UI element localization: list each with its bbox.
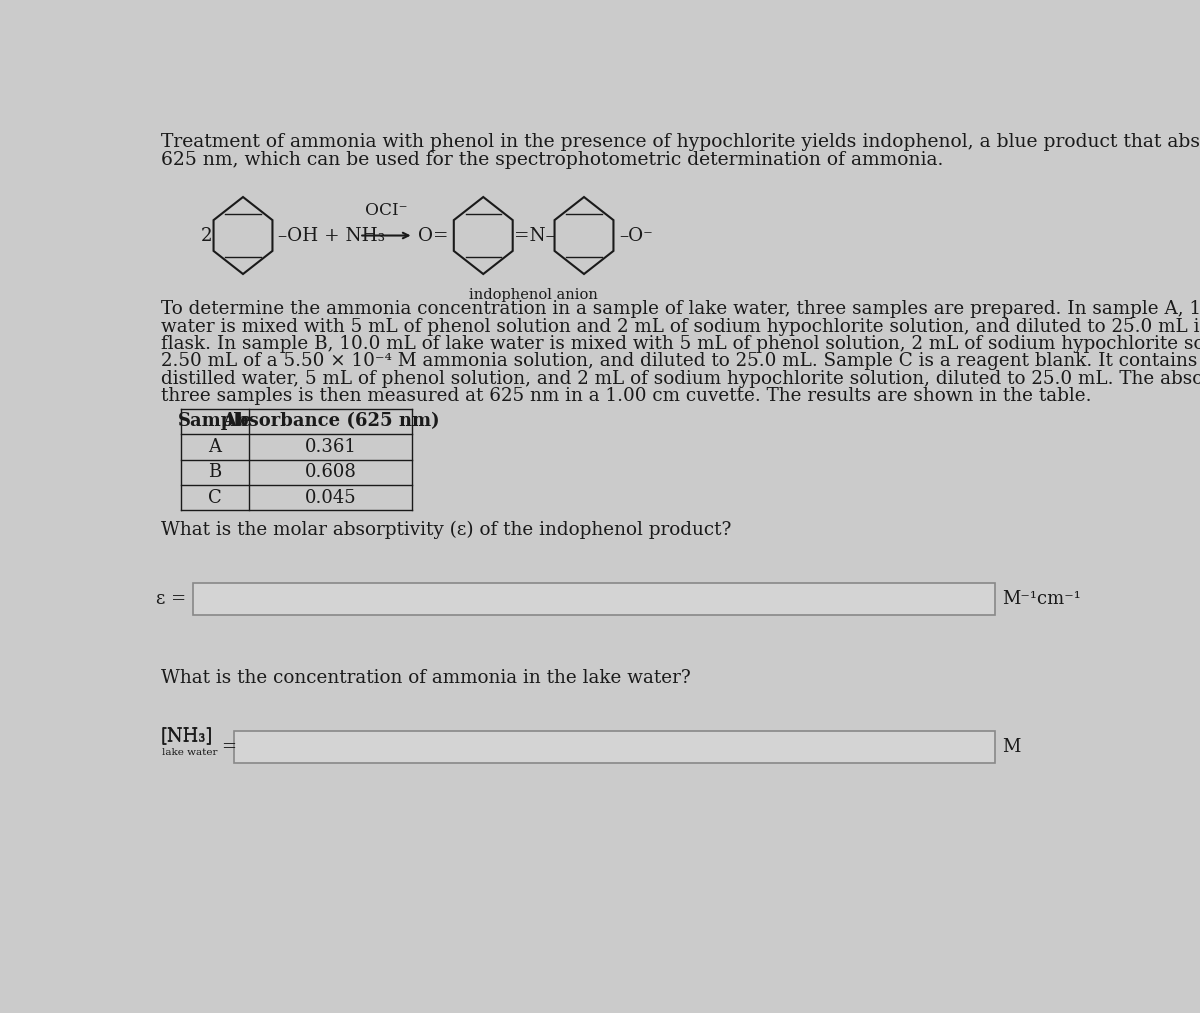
Text: [NH₃]: [NH₃]: [161, 726, 214, 745]
Text: ε =: ε =: [156, 590, 186, 608]
Text: B: B: [209, 463, 222, 481]
Text: OCI⁻: OCI⁻: [365, 202, 408, 219]
Text: M: M: [1002, 737, 1021, 756]
Text: A: A: [209, 438, 222, 456]
Text: O=: O=: [418, 227, 449, 244]
Text: =: =: [221, 737, 236, 756]
Text: indophenol anion: indophenol anion: [469, 288, 598, 302]
Text: 2.50 mL of a 5.50 × 10⁻⁴ M ammonia solution, and diluted to 25.0 mL. Sample C is: 2.50 mL of a 5.50 × 10⁻⁴ M ammonia solut…: [161, 353, 1200, 370]
Text: =N–: =N–: [515, 227, 554, 244]
Text: 0.045: 0.045: [305, 488, 356, 506]
Text: flask. In sample B, 10.0 mL of lake water is mixed with 5 mL of phenol solution,: flask. In sample B, 10.0 mL of lake wate…: [161, 335, 1200, 353]
Text: Treatment of ammonia with phenol in the presence of hypochlorite yields indophen: Treatment of ammonia with phenol in the …: [161, 133, 1200, 151]
Text: water is mixed with 5 mL of phenol solution and 2 mL of sodium hypochlorite solu: water is mixed with 5 mL of phenol solut…: [161, 317, 1200, 335]
Bar: [193, 582, 995, 615]
Text: 2: 2: [200, 227, 212, 244]
Text: 625 nm, which can be used for the spectrophotometric determination of ammonia.: 625 nm, which can be used for the spectr…: [161, 151, 943, 169]
Bar: [234, 730, 995, 763]
Text: C: C: [209, 488, 222, 506]
Text: three samples is then measured at 625 nm in a 1.00 cm cuvette. The results are s: three samples is then measured at 625 nm…: [161, 387, 1091, 405]
Text: M⁻¹cm⁻¹: M⁻¹cm⁻¹: [1002, 590, 1081, 608]
Text: distilled water, 5 mL of phenol solution, and 2 mL of sodium hypochlorite soluti: distilled water, 5 mL of phenol solution…: [161, 370, 1200, 388]
Text: To determine the ammonia concentration in a sample of lake water, three samples : To determine the ammonia concentration i…: [161, 300, 1200, 318]
Text: lake water: lake water: [162, 749, 218, 758]
Text: –O⁻: –O⁻: [619, 227, 653, 244]
Text: 0.608: 0.608: [305, 463, 356, 481]
Text: Absorbance (625 nm): Absorbance (625 nm): [222, 412, 439, 431]
Text: –OH + NH₃: –OH + NH₃: [278, 227, 385, 244]
Text: 0.361: 0.361: [305, 438, 356, 456]
Text: What is the molar absorptivity (ε) of the indophenol product?: What is the molar absorptivity (ε) of th…: [161, 522, 731, 540]
Text: What is the concentration of ammonia in the lake water?: What is the concentration of ammonia in …: [161, 669, 691, 687]
Text: [NH₃]: [NH₃]: [161, 727, 214, 746]
Text: Sample: Sample: [178, 412, 252, 431]
